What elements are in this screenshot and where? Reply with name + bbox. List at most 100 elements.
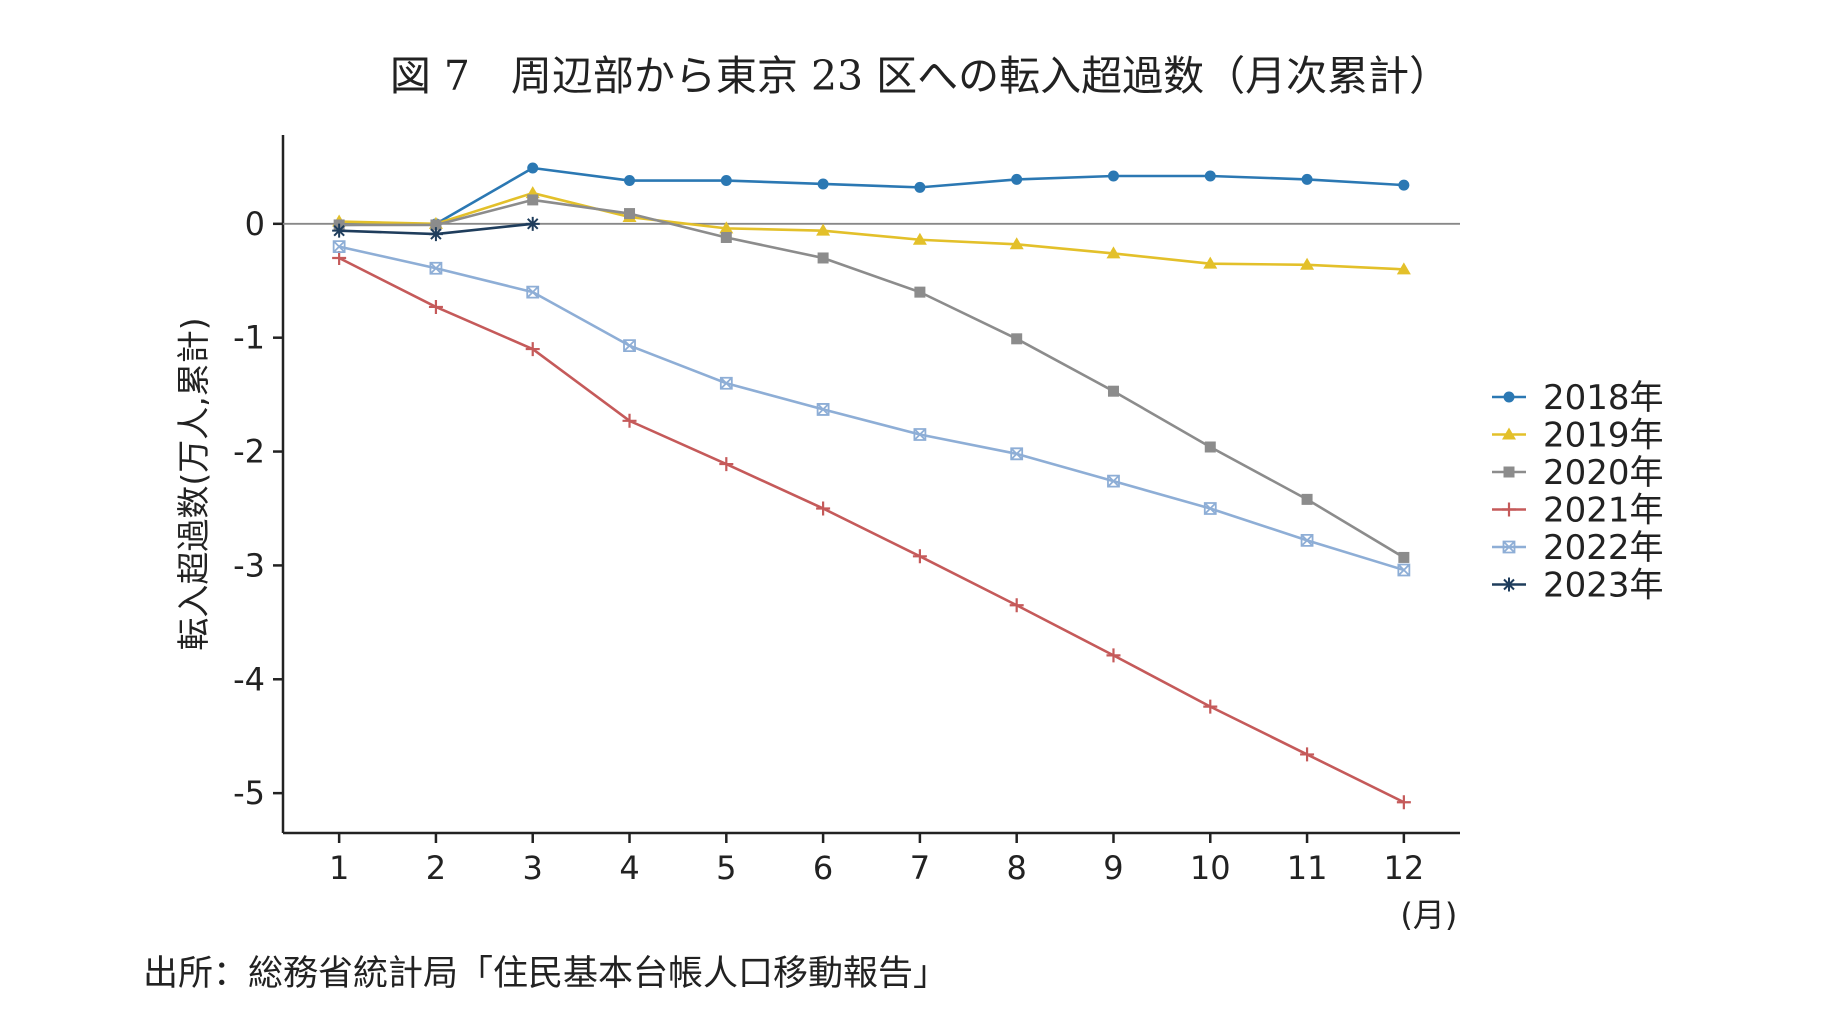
- y-tick-label: -3: [233, 546, 265, 584]
- data-point: [623, 339, 636, 353]
- data-point: [816, 403, 830, 416]
- data-point: [912, 549, 927, 564]
- x-tick-label: 12: [1384, 849, 1425, 887]
- data-point: [719, 376, 733, 390]
- x-tick-label: 1: [329, 849, 349, 887]
- source-note: 出所：総務省統計局「住民基本台帳人口移動報告」: [143, 954, 949, 994]
- series-2018年: [333, 162, 1410, 231]
- data-point: [1203, 699, 1218, 714]
- y-tick-label: -4: [233, 660, 265, 698]
- data-point: [720, 231, 732, 243]
- line-chart: 0-1-2-3-4-51 2 3 4 5 6 7 8 9 10 11 12(月)転入超過数(万人,累計…: [174, 135, 1664, 934]
- data-point: [1398, 551, 1410, 563]
- y-tick-label: -5: [233, 774, 265, 812]
- legend-item: 2021年: [1492, 491, 1664, 531]
- legend-label: 2023年: [1543, 566, 1664, 606]
- series-line: [339, 166, 1404, 227]
- data-point: [914, 181, 926, 193]
- data-point: [817, 178, 829, 190]
- legend-marker: [1502, 577, 1516, 592]
- data-point: [1300, 533, 1314, 547]
- data-point: [525, 216, 540, 231]
- data-point: [624, 208, 636, 220]
- data-point: [914, 286, 926, 298]
- data-point: [1300, 257, 1315, 270]
- legend-item: 2020年: [1492, 453, 1664, 493]
- data-point: [624, 175, 636, 187]
- legend-marker: [1502, 540, 1516, 554]
- series-2022年: [332, 240, 1411, 577]
- data-point: [1396, 262, 1411, 275]
- data-point: [428, 227, 443, 242]
- data-point: [1301, 173, 1313, 185]
- data-point: [912, 232, 927, 245]
- data-point: [1011, 173, 1023, 185]
- y-tick-label: -2: [233, 433, 265, 471]
- legend-item: 2023年: [1492, 566, 1664, 606]
- data-point: [525, 342, 540, 357]
- data-point: [332, 250, 347, 265]
- series-2021年: [332, 250, 1411, 810]
- axes: 0-1-2-3-4-51 2 3 4 5 6 7 8 9 10 11 12(月)転入超過数(万人,累計…: [174, 135, 1460, 934]
- data-point: [1107, 474, 1120, 488]
- data-point: [719, 221, 734, 234]
- data-point: [816, 223, 831, 236]
- x-tick-label: 6: [813, 849, 833, 887]
- legend-item: 2019年: [1492, 416, 1664, 456]
- y-axis-title: 転入超過数(万人,累計): [174, 317, 213, 650]
- data-point: [720, 175, 732, 187]
- data-point: [1011, 333, 1023, 345]
- data-point: [1396, 795, 1411, 810]
- data-point: [1204, 170, 1216, 182]
- x-tick-label: 3: [523, 849, 543, 887]
- series-2023年: [332, 216, 540, 242]
- legend-label: 2018年: [1543, 378, 1664, 418]
- legend-marker: [1503, 466, 1515, 478]
- data-point: [1107, 170, 1119, 182]
- legend-marker: [1502, 427, 1516, 440]
- data-point: [1398, 179, 1410, 191]
- data-point: [1300, 747, 1315, 762]
- data-point: [429, 261, 443, 275]
- legend-item: 2018年: [1492, 378, 1664, 418]
- series-2019年: [332, 186, 1411, 275]
- x-tick-label: 5: [716, 849, 736, 887]
- series-line: [338, 256, 1405, 804]
- series-line: [338, 245, 1405, 572]
- y-tick-label: 0: [245, 205, 265, 243]
- data-point: [526, 285, 540, 299]
- legend-label: 2022年: [1543, 528, 1664, 568]
- series-line: [339, 198, 1405, 559]
- data-point: [332, 223, 347, 238]
- data-point: [816, 501, 831, 516]
- x-tick-label: 7: [910, 849, 930, 887]
- legend-label: 2020年: [1543, 453, 1664, 493]
- legend-marker: [1503, 391, 1515, 403]
- x-tick-label: 8: [1007, 849, 1027, 887]
- x-tick-label: 2: [426, 849, 446, 887]
- data-point: [1106, 648, 1121, 663]
- data-point: [622, 413, 637, 428]
- data-point: [1204, 441, 1216, 453]
- data-point: [1301, 493, 1313, 505]
- data-point: [1107, 385, 1119, 397]
- legend-item: 2022年: [1492, 528, 1664, 568]
- series-line: [339, 191, 1404, 271]
- x-tick-label: 4: [619, 849, 639, 887]
- data-point: [1009, 237, 1024, 250]
- series-2020年: [333, 194, 1410, 563]
- data-point: [1203, 256, 1218, 269]
- series-layer: [332, 162, 1411, 810]
- x-tick-label: 10: [1190, 849, 1231, 887]
- data-point: [430, 219, 442, 231]
- data-point: [1397, 563, 1411, 577]
- data-point: [913, 428, 927, 441]
- data-point: [1203, 502, 1217, 515]
- data-point: [1010, 447, 1024, 461]
- x-tick-label: 11: [1287, 849, 1328, 887]
- legend-marker: [1502, 502, 1516, 517]
- x-axis-title: (月): [1400, 896, 1457, 934]
- data-point: [1106, 246, 1121, 259]
- data-point: [428, 299, 443, 314]
